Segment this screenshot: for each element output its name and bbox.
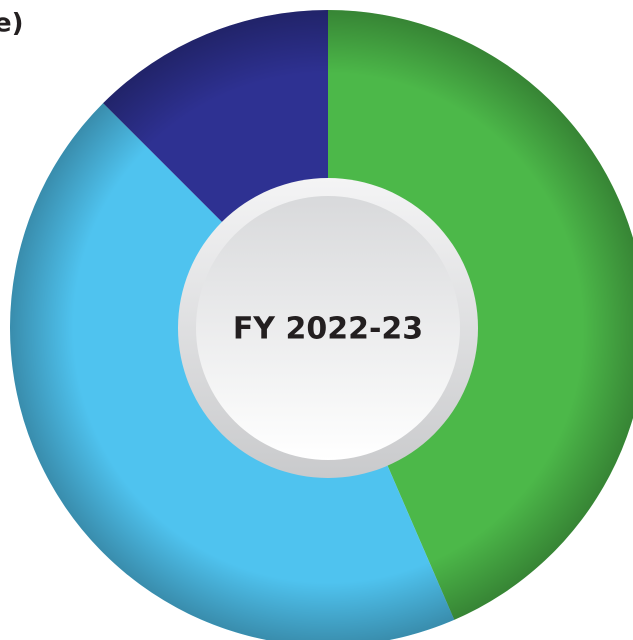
- corner-text: e): [0, 9, 24, 39]
- center-label: FY 2022-23: [233, 312, 423, 347]
- center-disk-inner: [196, 196, 460, 460]
